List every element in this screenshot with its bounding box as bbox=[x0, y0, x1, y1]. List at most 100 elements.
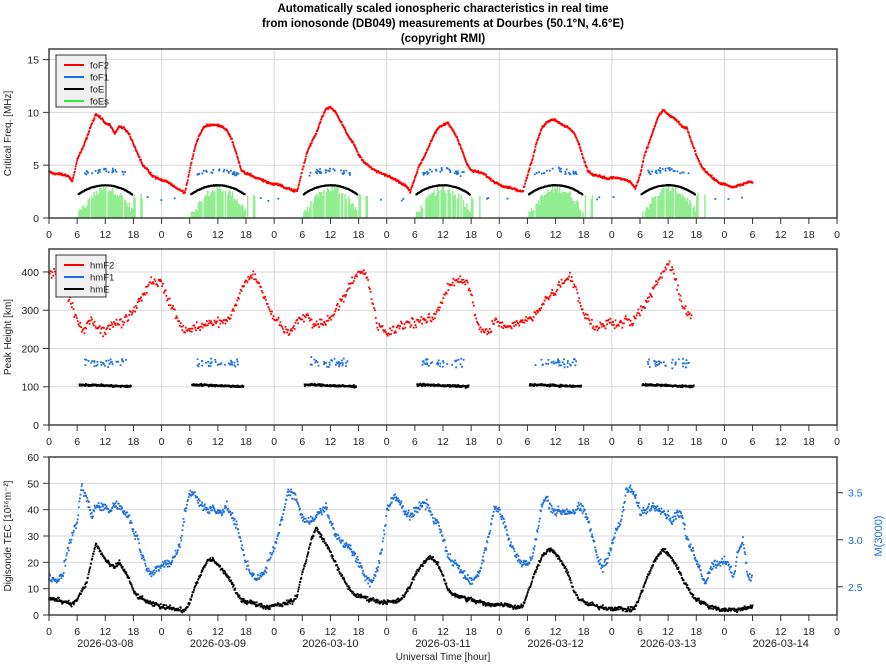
fof2-point bbox=[427, 147, 429, 150]
m3000-point bbox=[131, 530, 134, 533]
fof2-point bbox=[405, 185, 408, 188]
hme-point bbox=[681, 384, 684, 387]
foes-bar bbox=[192, 211, 195, 218]
hmf2-point bbox=[632, 322, 635, 325]
fof2-point bbox=[406, 186, 409, 189]
fof2-point bbox=[477, 169, 480, 172]
foes-bar bbox=[575, 201, 577, 218]
fof2-point bbox=[705, 170, 708, 173]
hmf2-point bbox=[313, 325, 316, 328]
fof1-point bbox=[657, 169, 660, 171]
hmf2-point bbox=[297, 322, 299, 325]
fof1-point bbox=[506, 197, 509, 200]
hmf2-point bbox=[319, 323, 322, 325]
hmf2-point bbox=[504, 325, 506, 327]
fof1-point bbox=[319, 168, 322, 170]
hmf2-point bbox=[342, 300, 345, 303]
hmf2-point bbox=[421, 322, 424, 325]
hmf2-point bbox=[146, 285, 149, 288]
foes-bar bbox=[218, 186, 221, 218]
hmf2-point bbox=[178, 324, 181, 327]
hmf2-point bbox=[93, 321, 96, 323]
hmf1-point bbox=[424, 358, 427, 361]
hmf1-point bbox=[547, 358, 550, 361]
hmf2-point bbox=[180, 325, 183, 328]
hmf2-point bbox=[238, 292, 241, 295]
fof2-point bbox=[126, 130, 129, 133]
fof1-point bbox=[121, 171, 124, 173]
x-tick-label: 6 bbox=[299, 229, 305, 241]
hmf2-point bbox=[652, 287, 655, 290]
foes-bar bbox=[456, 198, 459, 218]
hmf2-point bbox=[350, 282, 353, 285]
fof2-point bbox=[611, 177, 614, 180]
hmf2-point bbox=[664, 266, 667, 269]
hmf2-point bbox=[90, 316, 93, 319]
fof2-point bbox=[60, 173, 63, 176]
foes-bar bbox=[113, 194, 115, 218]
hmf2-point bbox=[195, 329, 197, 332]
x-tick-label: 6 bbox=[412, 229, 418, 241]
hmf2-point bbox=[568, 275, 570, 278]
fof1-point bbox=[654, 171, 657, 174]
foes-bar bbox=[204, 194, 207, 218]
hmf2-point bbox=[620, 321, 623, 324]
hmf2-point bbox=[219, 322, 222, 325]
fof2-point bbox=[579, 148, 582, 150]
fof2-point bbox=[485, 174, 488, 177]
hmf2-point bbox=[574, 285, 577, 288]
fof1-point bbox=[218, 169, 220, 172]
fof2-point bbox=[185, 184, 188, 186]
fof2-point bbox=[443, 124, 446, 127]
hme-point bbox=[110, 384, 113, 387]
y-tick-label: 10 bbox=[27, 584, 39, 596]
fof1-point bbox=[315, 171, 317, 173]
fof2-point bbox=[506, 185, 509, 188]
fof2-point bbox=[479, 172, 482, 175]
fof1-point bbox=[96, 171, 99, 174]
hmf2-point bbox=[174, 317, 177, 320]
hmf2-point bbox=[206, 324, 209, 327]
hmf2-point bbox=[158, 280, 161, 282]
hmf2-point bbox=[514, 324, 517, 326]
fof1-point bbox=[226, 169, 228, 172]
foe-point bbox=[694, 193, 696, 196]
hmf2-point bbox=[235, 304, 238, 307]
foes-bar bbox=[316, 193, 318, 218]
foes-bar bbox=[229, 191, 231, 218]
fof2-point bbox=[627, 180, 630, 182]
fof2-point bbox=[694, 150, 697, 152]
x-tick-label: 0 bbox=[271, 229, 277, 241]
fof2-point bbox=[405, 184, 407, 187]
hmf2-point bbox=[587, 317, 590, 320]
hmf2-point bbox=[247, 275, 250, 278]
m3000-point bbox=[113, 503, 116, 505]
hme-point bbox=[195, 383, 198, 386]
m3000-point bbox=[118, 507, 121, 510]
hmf2-point bbox=[306, 313, 309, 315]
hmf2-point bbox=[168, 297, 171, 300]
hmf2-point bbox=[381, 325, 384, 327]
hmf2-point bbox=[89, 319, 92, 322]
x-tick-label: 18 bbox=[128, 436, 140, 448]
fof2-point bbox=[472, 171, 475, 174]
fof2-point bbox=[424, 153, 427, 156]
fof2-point bbox=[655, 121, 658, 124]
hmf2-point bbox=[240, 290, 243, 292]
hmf2-point bbox=[658, 277, 661, 280]
hmf2-point bbox=[401, 322, 403, 325]
hme-point bbox=[679, 384, 682, 387]
hmf2-point bbox=[612, 323, 615, 326]
fof2-point bbox=[139, 158, 141, 161]
m3000-point bbox=[55, 579, 58, 582]
m3000-point bbox=[73, 525, 76, 528]
foes-bar bbox=[305, 210, 308, 218]
fof2-point bbox=[588, 171, 591, 174]
m3000-point bbox=[116, 508, 119, 510]
hmf2-point bbox=[181, 329, 184, 332]
fof2-point bbox=[290, 189, 292, 192]
foes-bar bbox=[428, 193, 431, 218]
hme-point bbox=[201, 385, 204, 387]
foes-bar bbox=[365, 195, 367, 218]
foes-bar bbox=[646, 207, 649, 218]
